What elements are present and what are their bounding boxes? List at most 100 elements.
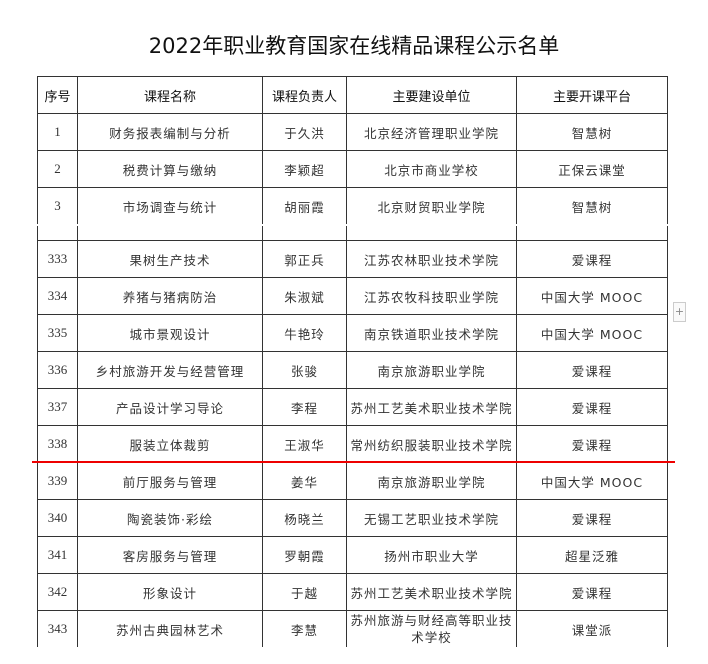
row-index: 335 — [37, 314, 78, 352]
table-row: 333 果树生产技术 郭正兵 江苏农林职业技术学院 爱课程 — [37, 240, 668, 278]
institution: 南京旅游职业学院 — [346, 462, 517, 500]
row-index: 336 — [37, 351, 78, 389]
header-institution: 主要建设单位 — [346, 76, 517, 114]
course-lead: 牛艳玲 — [262, 314, 347, 352]
platform: 爱课程 — [516, 499, 668, 537]
course-lead: 杨晓兰 — [262, 499, 347, 537]
table-border — [37, 226, 38, 240]
header-index: 序号 — [37, 76, 78, 114]
row-index: 340 — [37, 499, 78, 537]
course-table-bottom: 333 果树生产技术 郭正兵 江苏农林职业技术学院 爱课程 334 养猪与猪病防治 朱淑斌 江苏… — [37, 240, 668, 647]
row-index: 338 — [37, 425, 78, 463]
row-index: 341 — [37, 536, 78, 574]
course-name: 果树生产技术 — [77, 240, 263, 278]
course-lead: 朱淑斌 — [262, 277, 347, 315]
row-index: 337 — [37, 388, 78, 426]
institution: 南京旅游职业学院 — [346, 351, 517, 389]
table-row: 342 形象设计 于越 苏州工艺美术职业技术学院 爱课程 — [37, 573, 668, 611]
platform: 爱课程 — [516, 240, 668, 278]
course-name: 城市景观设计 — [77, 314, 263, 352]
table-row: 3 市场调查与统计 胡丽霞 北京财贸职业学院 智慧树 — [37, 187, 668, 224]
table-row: 339 前厅服务与管理 姜华 南京旅游职业学院 中国大学 MOOC — [37, 462, 668, 500]
table-header: 序号 课程名称 课程负责人 主要建设单位 主要开课平台 — [37, 76, 668, 114]
page-title: 2022年职业教育国家在线精品课程公示名单 — [148, 34, 560, 58]
platform: 智慧树 — [516, 113, 668, 151]
institution: 常州纺织服装职业技术学院 — [346, 425, 517, 463]
course-lead: 李慧 — [262, 610, 347, 647]
table-row: 343 苏州古典园林艺术 李慧 苏州旅游与财经高等职业技术学校 课堂派 — [37, 610, 668, 647]
row-index: 339 — [37, 462, 78, 500]
institution: 苏州工艺美术职业技术学院 — [346, 573, 517, 611]
institution: 苏州工艺美术职业技术学院 — [346, 388, 517, 426]
platform: 课堂派 — [516, 610, 668, 647]
table-row: 1 财务报表编制与分析 于久洪 北京经济管理职业学院 智慧树 — [37, 113, 668, 151]
course-name: 陶瓷装饰·彩绘 — [77, 499, 263, 537]
course-name: 产品设计学习导论 — [77, 388, 263, 426]
institution: 江苏农林职业技术学院 — [346, 240, 517, 278]
header-course-name: 课程名称 — [77, 76, 263, 114]
platform: 中国大学 MOOC — [516, 277, 668, 315]
table-row: 341 客房服务与管理 罗朝霞 扬州市职业大学 超星泛雅 — [37, 536, 668, 574]
platform: 中国大学 MOOC — [516, 314, 668, 352]
table-border — [667, 226, 668, 240]
course-name: 市场调查与统计 — [77, 187, 263, 224]
platform: 中国大学 MOOC — [516, 462, 668, 500]
table-row: 335 城市景观设计 牛艳玲 南京铁道职业技术学院 中国大学 MOOC — [37, 314, 668, 352]
row-index: 343 — [37, 610, 78, 647]
course-lead: 王淑华 — [262, 425, 347, 463]
course-name: 苏州古典园林艺术 — [77, 610, 263, 647]
institution: 北京经济管理职业学院 — [346, 113, 517, 151]
course-name: 客房服务与管理 — [77, 536, 263, 574]
table-row: 336 乡村旅游开发与经营管理 张骏 南京旅游职业学院 爱课程 — [37, 351, 668, 389]
platform: 正保云课堂 — [516, 150, 668, 188]
header-lead: 课程负责人 — [262, 76, 347, 114]
table-border — [346, 226, 347, 240]
course-lead: 姜华 — [262, 462, 347, 500]
institution: 北京市商业学校 — [346, 150, 517, 188]
table-row: 337 产品设计学习导论 李程 苏州工艺美术职业技术学院 爱课程 — [37, 388, 668, 426]
table-row: 2 税费计算与缴纳 李颖超 北京市商业学校 正保云课堂 — [37, 150, 668, 188]
institution: 苏州旅游与财经高等职业技术学校 — [346, 610, 517, 647]
platform: 爱课程 — [516, 351, 668, 389]
course-name: 前厅服务与管理 — [77, 462, 263, 500]
course-lead: 李程 — [262, 388, 347, 426]
course-name: 养猪与猪病防治 — [77, 277, 263, 315]
course-name: 乡村旅游开发与经营管理 — [77, 351, 263, 389]
course-lead: 于久洪 — [262, 113, 347, 151]
row-index: 334 — [37, 277, 78, 315]
table-border — [77, 226, 78, 240]
institution: 扬州市职业大学 — [346, 536, 517, 574]
institution: 南京铁道职业技术学院 — [346, 314, 517, 352]
table-row: 334 养猪与猪病防治 朱淑斌 江苏农牧科技职业学院 中国大学 MOOC — [37, 277, 668, 315]
institution: 江苏农牧科技职业学院 — [346, 277, 517, 315]
table-row: 340 陶瓷装饰·彩绘 杨晓兰 无锡工艺职业技术学院 爱课程 — [37, 499, 668, 537]
institution: 无锡工艺职业技术学院 — [346, 499, 517, 537]
row-index: 3 — [37, 187, 78, 224]
row-index: 1 — [37, 113, 78, 151]
platform: 爱课程 — [516, 573, 668, 611]
course-lead: 张骏 — [262, 351, 347, 389]
row-index: 342 — [37, 573, 78, 611]
course-lead: 郭正兵 — [262, 240, 347, 278]
table-border — [516, 226, 517, 240]
course-name: 税费计算与缴纳 — [77, 150, 263, 188]
course-lead: 罗朝霞 — [262, 536, 347, 574]
course-name: 形象设计 — [77, 573, 263, 611]
course-name: 服装立体裁剪 — [77, 425, 263, 463]
course-lead: 胡丽霞 — [262, 187, 347, 224]
expand-button[interactable]: + — [673, 302, 686, 322]
platform: 超星泛雅 — [516, 536, 668, 574]
row-index: 333 — [37, 240, 78, 278]
course-table-top: 序号 课程名称 课程负责人 主要建设单位 主要开课平台 1 财务报表编制与分析 于久… — [37, 76, 668, 224]
institution: 北京财贸职业学院 — [346, 187, 517, 224]
row-index: 2 — [37, 150, 78, 188]
table-border — [262, 226, 263, 240]
table-row: 338 服装立体裁剪 王淑华 常州纺织服装职业技术学院 爱课程 — [37, 425, 668, 463]
course-name: 财务报表编制与分析 — [77, 113, 263, 151]
platform: 爱课程 — [516, 388, 668, 426]
course-lead: 于越 — [262, 573, 347, 611]
course-lead: 李颖超 — [262, 150, 347, 188]
highlight-line — [32, 461, 675, 463]
platform: 爱课程 — [516, 425, 668, 463]
platform: 智慧树 — [516, 187, 668, 224]
